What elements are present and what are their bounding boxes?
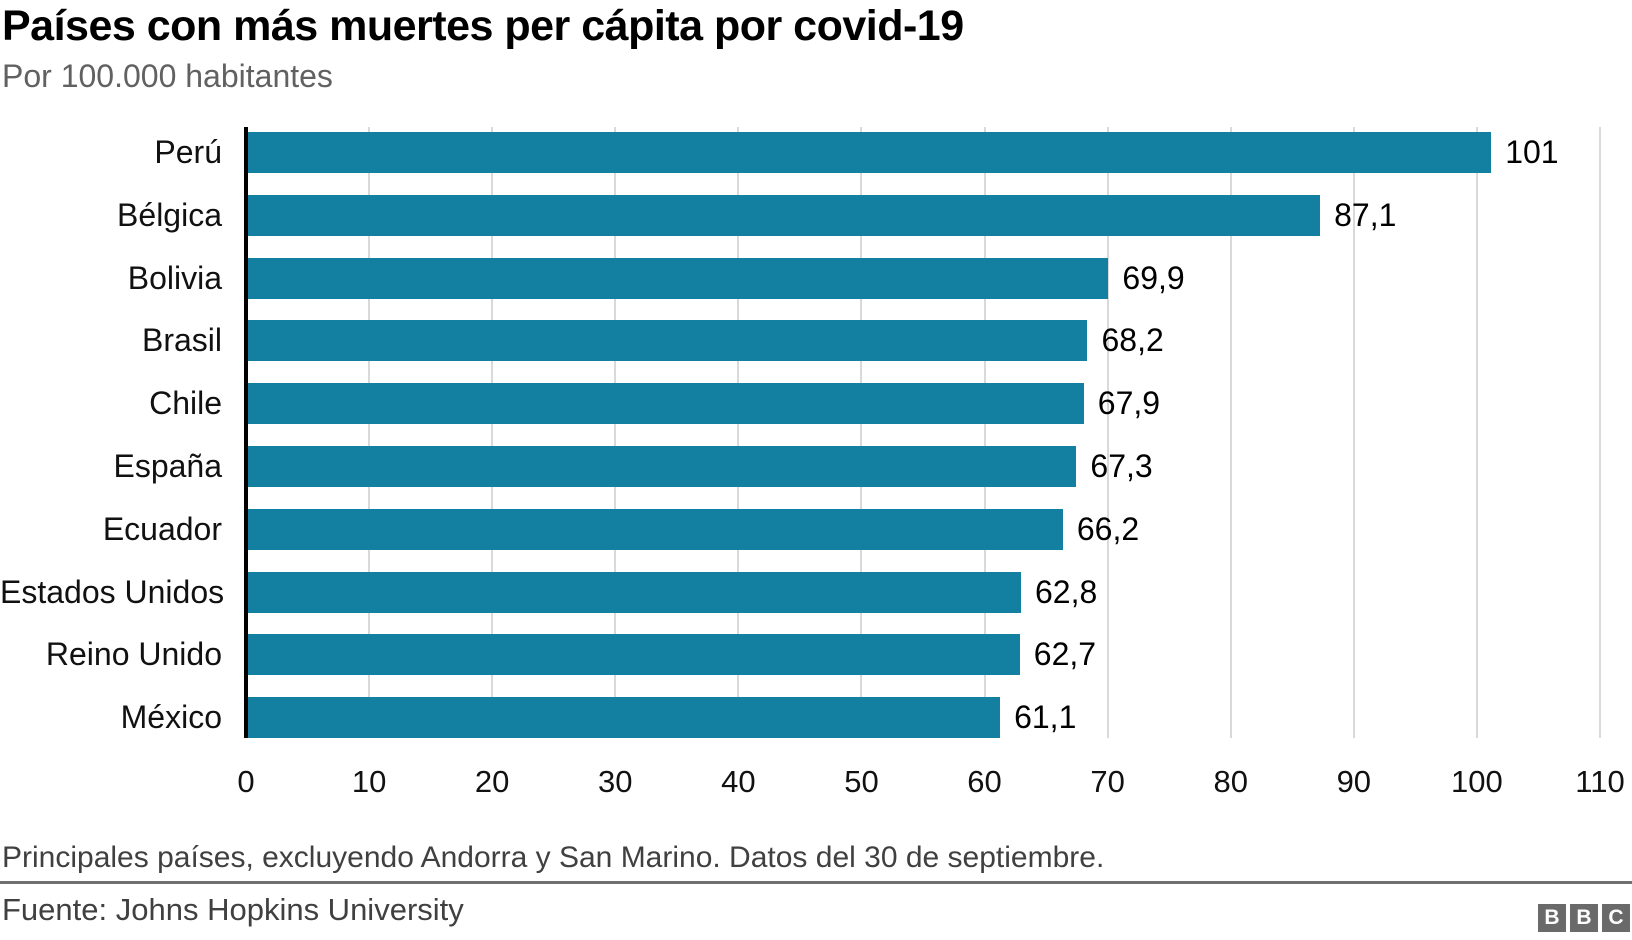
bar — [248, 571, 1021, 613]
x-tick-label-60: 60 — [967, 764, 1002, 799]
x-tick-label-100: 100 — [1451, 764, 1503, 799]
bar-value-label: 68,2 — [1101, 322, 1164, 359]
gridline-50 — [860, 127, 863, 738]
bar — [248, 383, 1084, 425]
x-tick-label-30: 30 — [598, 764, 633, 799]
bar-value-label: 62,8 — [1035, 573, 1098, 610]
bbc-logo: B B C — [1538, 904, 1630, 932]
bar — [248, 508, 1063, 550]
bar-value-label: 61,1 — [1014, 699, 1077, 736]
category-label: Bolivia — [127, 259, 222, 296]
gridline-90 — [1352, 127, 1355, 738]
bar — [248, 257, 1109, 299]
x-tick-label-50: 50 — [844, 764, 879, 799]
x-tick-label-0: 0 — [237, 764, 255, 799]
category-label: Chile — [149, 385, 222, 422]
source-credit: Fuente: Johns Hopkins University — [2, 892, 464, 927]
category-label: Estados Unidos — [0, 573, 225, 610]
category-label: Brasil — [141, 322, 222, 359]
category-label: España — [113, 448, 222, 484]
x-tick-label-20: 20 — [474, 764, 510, 799]
category-label: México — [120, 699, 222, 736]
gridline-100 — [1475, 127, 1478, 738]
chart-footnote: Principales países, excluyendo Andorra y… — [2, 841, 1105, 874]
x-tick-label-40: 40 — [721, 764, 756, 799]
bar-value-label: 62,7 — [1033, 636, 1097, 673]
gridline-20 — [491, 127, 494, 738]
x-tick-label-10: 10 — [351, 764, 387, 799]
bar-value-label: 66,2 — [1076, 510, 1140, 547]
bar-value-label: 67,3 — [1090, 448, 1153, 484]
gridline-70 — [1106, 127, 1109, 738]
gridline-110 — [1599, 127, 1601, 738]
y-axis-line — [244, 127, 248, 738]
bar-chart-plot-area: Perú 101 Bélgica 87,1 Bolivia 69,9 Brasil 68,2 C… — [0, 127, 1632, 739]
bar — [248, 320, 1088, 362]
gridline-60 — [983, 127, 986, 738]
bbc-logo-block-3: C — [1602, 904, 1630, 932]
chart-subtitle: Por 100.000 habitantes — [2, 58, 333, 94]
gridline-10 — [368, 127, 371, 738]
gridline-30 — [614, 127, 617, 738]
chart-title: Países con más muertes per cápita por co… — [2, 2, 964, 50]
bar — [248, 132, 1492, 173]
x-tick-label-90: 90 — [1336, 764, 1372, 799]
x-tick-label-110: 110 — [1575, 764, 1625, 799]
x-tick-label-80: 80 — [1213, 764, 1248, 799]
bar-value-label: 69,9 — [1122, 259, 1185, 296]
bar — [248, 446, 1077, 487]
bbc-logo-block-1: B — [1538, 904, 1566, 932]
gridline-80 — [1229, 127, 1232, 738]
bar — [248, 194, 1321, 236]
bar — [248, 634, 1020, 676]
gridline-40 — [737, 127, 740, 738]
bar-value-label: 101 — [1505, 134, 1559, 170]
bbc-logo-block-2: B — [1570, 904, 1598, 932]
category-label: Ecuador — [102, 510, 222, 547]
footer-divider — [0, 881, 1632, 884]
bar — [248, 697, 1001, 739]
bar-value-label: 87,1 — [1334, 196, 1397, 233]
bar-value-label: 67,9 — [1097, 385, 1161, 422]
x-tick-label-70: 70 — [1090, 764, 1125, 799]
category-label: Bélgica — [117, 196, 222, 233]
category-label: Reino Unido — [45, 636, 222, 673]
category-label: Perú — [154, 134, 222, 170]
